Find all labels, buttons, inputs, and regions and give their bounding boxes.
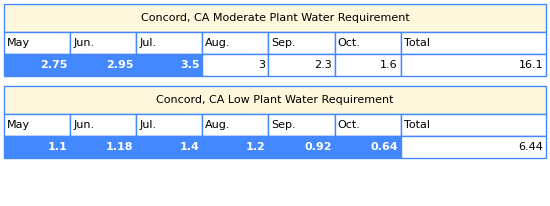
Bar: [202, 32, 268, 54]
Bar: [202, 136, 268, 158]
Text: 1.1: 1.1: [47, 142, 67, 152]
Text: Jun.: Jun.: [73, 120, 94, 130]
Text: Jul.: Jul.: [139, 120, 156, 130]
Bar: [202, 54, 268, 76]
Text: Total: Total: [404, 38, 430, 48]
Bar: [136, 54, 202, 76]
Text: 2.95: 2.95: [106, 60, 133, 70]
Text: 2.75: 2.75: [40, 60, 67, 70]
Text: 6.44: 6.44: [518, 142, 543, 152]
Bar: [401, 136, 546, 158]
Text: Concord, CA Moderate Plant Water Requirement: Concord, CA Moderate Plant Water Require…: [141, 13, 409, 23]
Text: 1.4: 1.4: [179, 142, 199, 152]
Bar: [268, 54, 334, 76]
Bar: [268, 114, 334, 136]
Bar: [401, 32, 546, 54]
Bar: [136, 114, 202, 136]
Bar: [334, 114, 401, 136]
Bar: [4, 4, 546, 32]
Bar: [401, 114, 546, 136]
Bar: [334, 54, 401, 76]
Bar: [268, 136, 334, 158]
Bar: [4, 136, 70, 158]
Text: 3: 3: [258, 60, 266, 70]
Bar: [4, 54, 70, 76]
Bar: [268, 32, 334, 54]
Text: Oct.: Oct.: [338, 38, 360, 48]
Bar: [4, 114, 70, 136]
Text: 0.92: 0.92: [304, 142, 332, 152]
Bar: [202, 114, 268, 136]
Bar: [136, 32, 202, 54]
Bar: [4, 86, 546, 114]
Text: May: May: [7, 120, 30, 130]
Text: Concord, CA Low Plant Water Requirement: Concord, CA Low Plant Water Requirement: [156, 95, 394, 105]
Bar: [70, 114, 136, 136]
Text: 0.64: 0.64: [370, 142, 398, 152]
Text: Aug.: Aug.: [205, 38, 231, 48]
Text: 16.1: 16.1: [518, 60, 543, 70]
Bar: [70, 54, 136, 76]
Text: 1.2: 1.2: [246, 142, 266, 152]
Text: 3.5: 3.5: [180, 60, 199, 70]
Text: Jun.: Jun.: [73, 38, 94, 48]
Bar: [136, 136, 202, 158]
Bar: [401, 54, 546, 76]
Bar: [334, 32, 401, 54]
Text: Aug.: Aug.: [205, 120, 231, 130]
Bar: [334, 136, 401, 158]
Bar: [4, 32, 70, 54]
Bar: [70, 32, 136, 54]
Text: May: May: [7, 38, 30, 48]
Text: Sep.: Sep.: [272, 120, 296, 130]
Text: Total: Total: [404, 120, 430, 130]
Text: 1.18: 1.18: [106, 142, 133, 152]
Text: 2.3: 2.3: [314, 60, 332, 70]
Text: Jul.: Jul.: [139, 38, 156, 48]
Text: Oct.: Oct.: [338, 120, 360, 130]
Text: Sep.: Sep.: [272, 38, 296, 48]
Text: 1.6: 1.6: [380, 60, 398, 70]
Bar: [70, 136, 136, 158]
